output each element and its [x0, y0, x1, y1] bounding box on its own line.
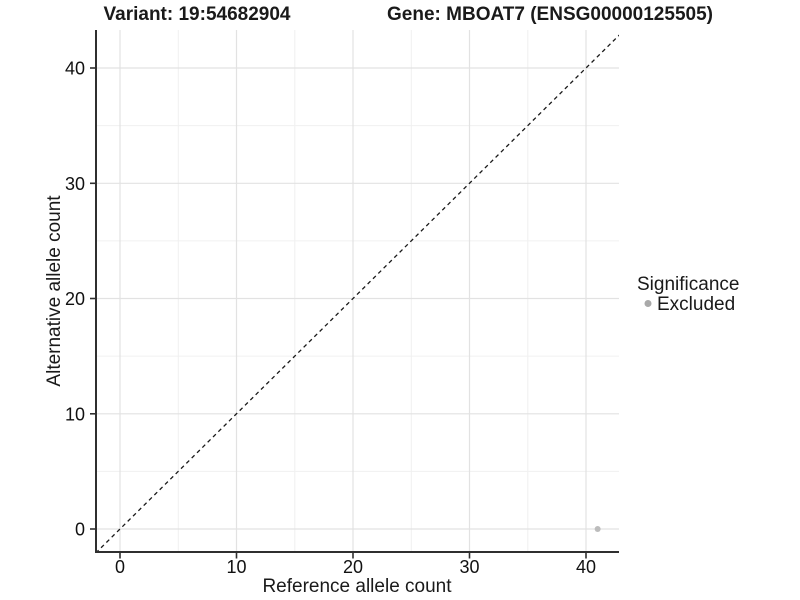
- x-tick-20: 20: [343, 557, 363, 577]
- legend-title: Significance: [637, 274, 739, 295]
- y-tick-0: 0: [75, 520, 85, 540]
- y-tick-40: 40: [65, 59, 85, 79]
- y-axis-title: Alternative allele count: [44, 195, 65, 387]
- y-tick-10: 10: [65, 404, 85, 424]
- gene-title: Gene: MBOAT7 (ENSG00000125505): [387, 4, 713, 25]
- y-tick-20: 20: [65, 289, 85, 309]
- identity-line: [96, 34, 619, 552]
- grid-minor: [96, 30, 619, 552]
- x-tick-10: 10: [226, 557, 246, 577]
- tick-marks: [90, 67, 587, 559]
- x-tick-30: 30: [459, 557, 479, 577]
- x-tick-0: 0: [115, 557, 125, 577]
- variant-title: Variant: 19:54682904: [104, 4, 291, 25]
- x-axis-title: Reference allele count: [262, 576, 452, 597]
- data-points-layer: [594, 526, 601, 532]
- y-tick-30: 30: [65, 174, 85, 194]
- y-axis-tick-labels: 0 10 20 30 40: [65, 59, 85, 540]
- x-axis-tick-labels: 0 10 20 30 40: [115, 557, 596, 577]
- legend: Significance Excluded: [637, 274, 739, 315]
- legend-entry-excluded: Excluded: [657, 294, 735, 315]
- x-tick-40: 40: [576, 557, 596, 577]
- data-point: [594, 526, 601, 532]
- legend-key-dot: [644, 300, 652, 307]
- axis-lines: [95, 30, 619, 553]
- grid-major: [96, 30, 619, 552]
